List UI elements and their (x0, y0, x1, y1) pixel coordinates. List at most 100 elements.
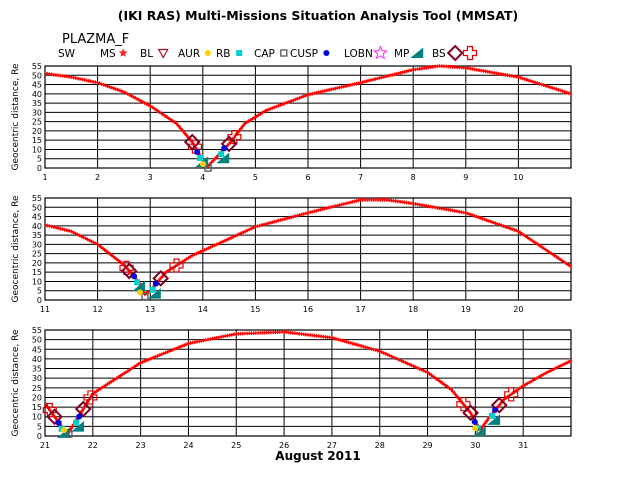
cusp-marker (492, 406, 499, 413)
y-tick-label: 55 (32, 326, 42, 335)
aur-marker (472, 425, 479, 432)
y-tick-label: 55 (32, 62, 42, 71)
x-tick-label: 12 (93, 305, 103, 314)
rb-marker (218, 151, 225, 158)
x-tick-label: 29 (422, 441, 432, 450)
legend-symbol (204, 50, 211, 56)
bs-crossing-marker (490, 396, 508, 414)
legend: SW MS BL AUR RB CAP CUSP LOBN MP BS (58, 44, 478, 62)
x-tick-label: 22 (88, 441, 98, 450)
rb-marker (149, 286, 156, 293)
legend-label: BS (432, 48, 446, 60)
legend-label: AUR (178, 48, 200, 60)
x-tick-label: 10 (513, 173, 523, 182)
y-tick-label: 15 (32, 136, 42, 145)
aur-marker (136, 289, 143, 296)
cusp-marker (76, 413, 83, 420)
legend-label: BL (140, 48, 153, 60)
cusp-marker (55, 419, 62, 426)
y-tick-label: 5 (37, 155, 42, 164)
y-tick-label: 35 (32, 365, 42, 374)
y-tick-label: 20 (32, 259, 42, 268)
y-tick-label: 50 (32, 336, 42, 345)
legend-symbol (372, 44, 389, 60)
cap-marker (204, 164, 212, 172)
cusp-marker (221, 145, 228, 152)
cusp-marker (471, 418, 478, 425)
bs-crossing-marker (462, 404, 479, 422)
x-tick-label: 13 (145, 305, 155, 314)
legend-label: LOBN (344, 48, 373, 60)
y-tick-label: 20 (32, 127, 42, 136)
y-tick-label: 50 (32, 71, 42, 80)
cusp-marker (152, 280, 159, 287)
aur-marker (60, 427, 67, 434)
y-tick-label: 10 (32, 277, 42, 286)
panel-2: 11 12 13 14 15 16 17 18 19 2005101520253035404550… (11, 194, 572, 314)
x-tick-label: 3 (148, 173, 153, 182)
y-tick-label: 15 (32, 403, 42, 412)
y-tick-label: 30 (32, 240, 42, 249)
plot-panels: 1 2 3 4 5 6 7 8 9 100510152025303540455055Geocent… (11, 62, 572, 450)
y-tick-label: 0 (37, 432, 42, 441)
x-tick-label: 25 (231, 441, 241, 450)
x-tick-label: 9 (463, 173, 468, 182)
legend-symbol (118, 48, 128, 57)
y-tick-label: 45 (32, 213, 42, 222)
bs-crossing-marker (46, 408, 63, 426)
legend-item: AUR (178, 48, 211, 60)
bs-cross-marker (504, 387, 519, 402)
x-tick-label: 7 (358, 173, 363, 182)
legend-label: CUSP (290, 48, 318, 60)
x-tick-label: 23 (136, 441, 146, 450)
y-tick-label: 40 (32, 90, 42, 99)
bs-crossing-marker (152, 269, 170, 287)
panel-frame (44, 197, 572, 301)
y-axis-label: Geocentric distance, Re (11, 329, 21, 436)
y-tick-label: 55 (32, 194, 42, 203)
legend-symbol (236, 50, 243, 56)
x-tick-label: 5 (253, 173, 258, 182)
y-tick-label: 40 (32, 355, 42, 364)
panel-frame (44, 329, 572, 437)
y-tick-label: 30 (32, 374, 42, 383)
y-tick-label: 0 (37, 164, 42, 173)
mp-marker (147, 288, 161, 299)
y-tick-label: 25 (32, 118, 42, 127)
orbit-trail (45, 198, 571, 297)
x-tick-label: 8 (411, 173, 416, 182)
x-tick-label: 21 (40, 441, 50, 450)
rb-marker (134, 279, 141, 286)
y-tick-label: 45 (32, 81, 42, 90)
mp-marker (487, 414, 501, 425)
x-tick-label: 19 (461, 305, 471, 314)
y-tick-label: 10 (32, 145, 42, 154)
x-tick-label: 18 (408, 305, 418, 314)
legend-label: SW (58, 48, 76, 60)
y-tick-label: 45 (32, 345, 42, 354)
legend-symbol (323, 50, 330, 56)
x-tick-label: 28 (375, 441, 385, 450)
orbit-curve (45, 198, 571, 297)
bs-cross-marker (169, 258, 184, 273)
y-tick-label: 25 (32, 250, 42, 259)
rb-marker (489, 412, 496, 419)
legend-item: CUSP (290, 48, 330, 60)
legend-item: MS (100, 48, 128, 60)
y-tick-label: 25 (32, 384, 42, 393)
bs-cross-marker (83, 390, 98, 405)
rb-marker (197, 154, 204, 161)
legend-item: BL (140, 48, 169, 60)
x-tick-label: 16 (303, 305, 313, 314)
y-tick-label: 35 (32, 99, 42, 108)
aur-marker (200, 161, 207, 168)
legend-label: CAP (254, 48, 275, 60)
x-tick-label: 27 (327, 441, 337, 450)
legend-symbol (157, 48, 169, 59)
x-tick-label: 15 (250, 305, 260, 314)
legend-item: LOBN (344, 44, 389, 60)
cap-marker (141, 292, 149, 301)
bs-crossing-marker (183, 133, 201, 151)
x-tick-label: 30 (470, 441, 480, 450)
